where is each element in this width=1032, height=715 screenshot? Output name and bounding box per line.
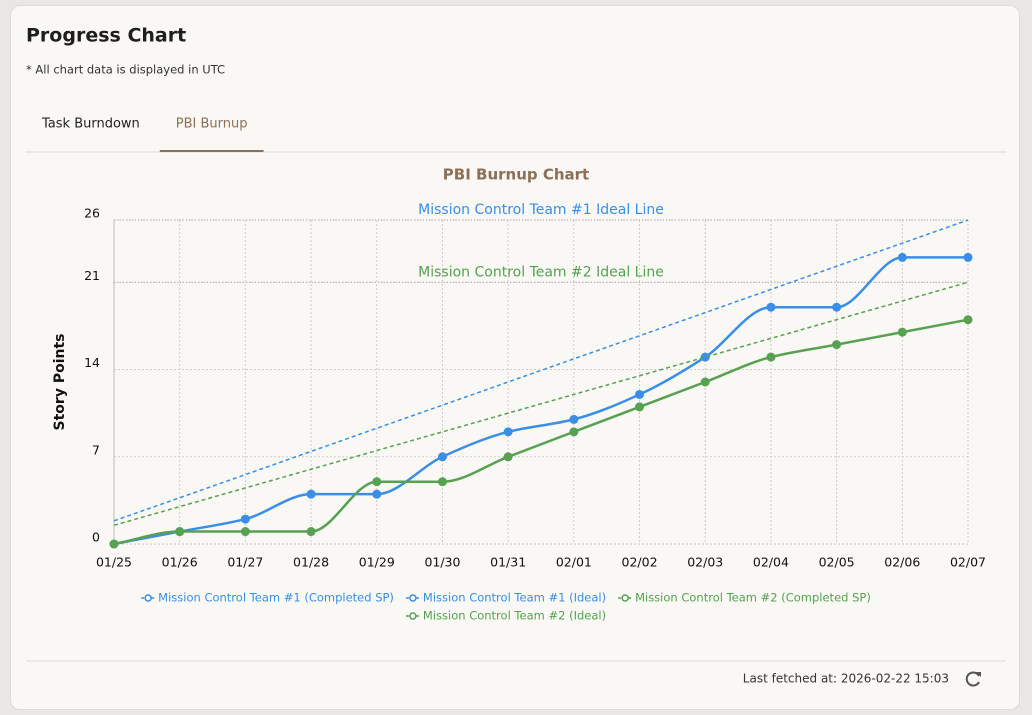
y-axis-label: Story Points — [52, 334, 68, 431]
tab-label: Task Burndown — [41, 117, 140, 132]
data-point — [569, 427, 579, 437]
data-point — [700, 352, 710, 362]
data-point — [635, 389, 645, 399]
x-tick-label: 01/25 — [96, 555, 132, 570]
tab[interactable]: PBI Burnup — [159, 117, 264, 152]
legend-item[interactable]: Mission Control Team #2 (Completed SP) — [618, 591, 871, 605]
legend-label: Mission Control Team #1 (Completed SP) — [158, 591, 394, 605]
data-point — [175, 527, 185, 537]
ideal-line — [113, 219, 969, 522]
data-point — [372, 477, 382, 487]
legend-marker — [621, 594, 629, 602]
progress-line — [113, 318, 969, 546]
chart-title: PBI Burnup Chart — [443, 166, 589, 184]
y-tick-label: 0 — [92, 530, 100, 545]
y-tick-label: 26 — [84, 206, 100, 221]
data-point — [897, 327, 907, 337]
data-point — [437, 452, 447, 462]
tab-label: PBI Burnup — [176, 117, 248, 132]
data-point — [306, 527, 316, 537]
data-point — [240, 527, 250, 537]
data-point — [240, 514, 250, 524]
data-point — [306, 489, 316, 499]
legend-label: Mission Control Team #2 (Ideal) — [423, 609, 606, 623]
data-point — [963, 252, 973, 262]
data-point — [766, 352, 776, 362]
data-point — [503, 452, 513, 462]
data-point — [897, 252, 907, 262]
data-point — [832, 302, 842, 312]
data-point — [569, 414, 579, 424]
refresh-button[interactable] — [965, 671, 981, 687]
x-tick-label: 02/07 — [950, 555, 986, 570]
x-tick-label: 02/05 — [819, 555, 855, 570]
data-point — [700, 377, 710, 387]
x-tick-label: 02/04 — [753, 555, 789, 570]
x-tick-label: 02/01 — [556, 555, 592, 570]
tab[interactable]: Task Burndown — [41, 117, 140, 132]
legend-item[interactable]: Mission Control Team #1 (Completed SP) — [141, 591, 394, 605]
y-tick-label: 7 — [92, 442, 100, 457]
refresh-icon — [965, 671, 980, 687]
x-tick-label: 01/26 — [162, 555, 198, 570]
legend-item[interactable]: Mission Control Team #2 (Ideal) — [405, 609, 606, 623]
refresh-arrow — [976, 672, 981, 677]
data-point — [372, 489, 382, 499]
legend-marker — [409, 612, 417, 620]
legend-item[interactable]: Mission Control Team #1 (Ideal) — [405, 591, 606, 605]
y-tick-label: 14 — [84, 355, 100, 370]
x-tick-label: 01/27 — [227, 555, 263, 570]
note: * All chart data is displayed in UTC — [26, 63, 225, 77]
data-point — [963, 315, 973, 325]
x-tick-label: 02/03 — [687, 555, 723, 570]
y-tick-label: 21 — [84, 268, 100, 283]
legend-label: Mission Control Team #2 (Completed SP) — [635, 591, 871, 605]
x-tick-label: 01/31 — [490, 555, 526, 570]
x-tick-label: 02/06 — [884, 555, 920, 570]
title: Progress Chart — [26, 25, 186, 47]
data-point — [437, 477, 447, 487]
annotation-label: Mission Control Team #2 Ideal Line — [418, 264, 664, 280]
ideal-line — [113, 281, 969, 527]
annotation-label: Mission Control Team #1 Ideal Line — [418, 202, 664, 218]
data-point — [766, 302, 776, 312]
card — [10, 5, 1020, 710]
legend-label: Mission Control Team #1 (Ideal) — [423, 591, 606, 605]
data-point — [832, 340, 842, 350]
data-point — [503, 427, 513, 437]
legend-marker — [144, 594, 152, 602]
legend-marker — [409, 594, 417, 602]
x-tick-label: 01/28 — [293, 555, 329, 570]
data-point — [635, 402, 645, 412]
progress-line — [113, 256, 968, 546]
x-tick-label: 01/30 — [424, 555, 460, 570]
x-tick-label: 02/02 — [622, 555, 658, 570]
x-tick-label: 01/29 — [359, 555, 395, 570]
last-fetched: Last fetched at: 2026-02-22 15:03 — [743, 672, 949, 686]
data-point — [109, 539, 119, 549]
